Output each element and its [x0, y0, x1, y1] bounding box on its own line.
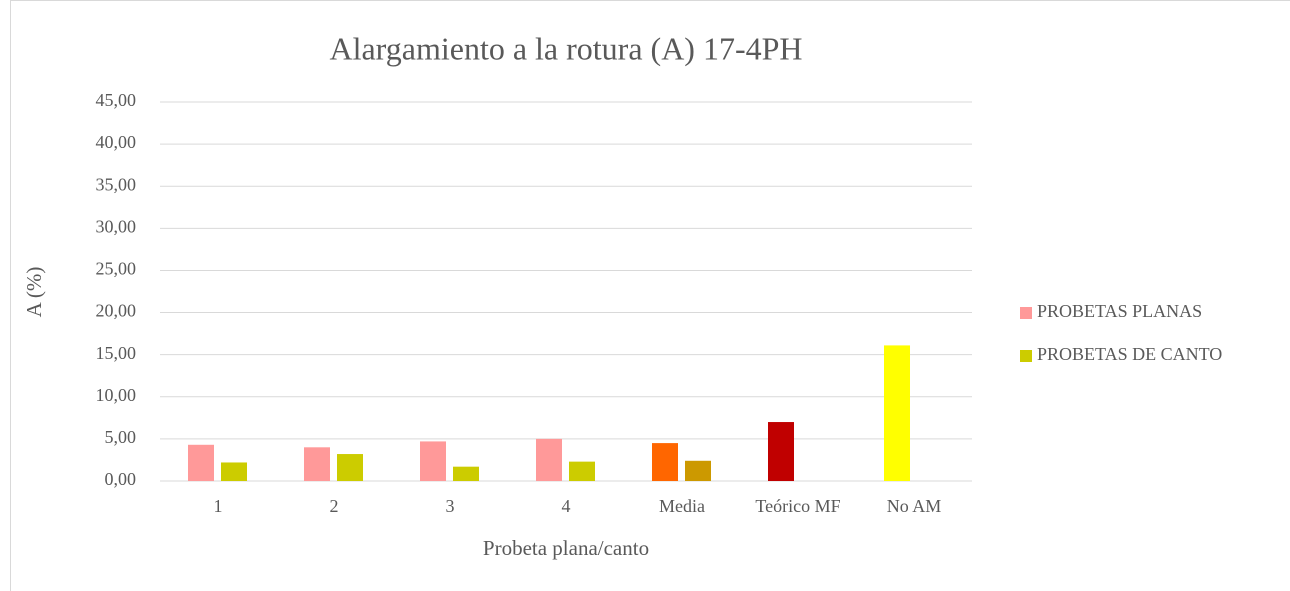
y-tick-label: 10,00: [96, 385, 137, 405]
bar: [221, 462, 247, 481]
bar: [337, 454, 363, 481]
bar: [188, 444, 214, 481]
bar: [569, 461, 595, 481]
y-tick-label: 20,00: [96, 301, 137, 321]
bar: [768, 422, 794, 481]
y-tick-label: 30,00: [96, 216, 137, 236]
bar: [652, 443, 678, 481]
y-tick-label: 40,00: [96, 132, 137, 152]
x-tick-label: No AM: [887, 496, 942, 516]
y-tick-label: 25,00: [96, 259, 137, 279]
legend-label: PROBETAS PLANAS: [1037, 301, 1202, 321]
legend-swatch: [1020, 307, 1032, 319]
x-tick-label: Teórico MF: [755, 496, 840, 516]
legend-swatch: [1020, 350, 1032, 362]
y-axis-label: A (%): [22, 267, 46, 318]
bar: [453, 466, 479, 481]
bar: [685, 460, 711, 481]
bar: [536, 438, 562, 481]
bar: [420, 441, 446, 481]
x-tick-label: 1: [214, 496, 223, 516]
bar: [304, 447, 330, 481]
y-tick-label: 15,00: [96, 343, 137, 363]
legend-label: PROBETAS DE CANTO: [1037, 344, 1222, 364]
y-tick-label: 35,00: [96, 174, 137, 194]
x-tick-label: 3: [446, 496, 455, 516]
x-tick-label: Media: [659, 496, 705, 516]
x-tick-label: 2: [330, 496, 339, 516]
y-tick-label: 5,00: [105, 427, 137, 447]
bar: [884, 345, 910, 481]
chart-title: Alargamiento a la rotura (A) 17-4PH: [329, 30, 802, 66]
y-tick-label: 45,00: [96, 90, 137, 110]
y-tick-label: 0,00: [105, 469, 137, 489]
x-tick-label: 4: [562, 496, 571, 516]
x-axis-label: Probeta plana/canto: [483, 536, 649, 560]
chart-border: [10, 0, 1290, 591]
